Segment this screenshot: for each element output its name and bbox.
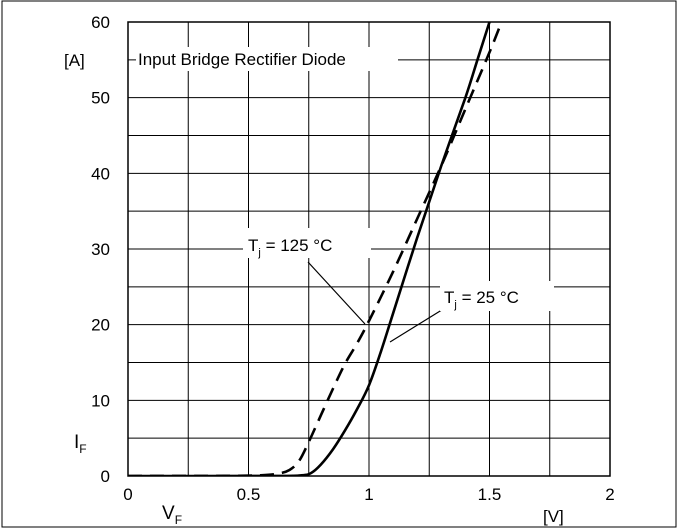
label-background-125	[243, 228, 371, 258]
y-axis-label: IF	[74, 432, 87, 456]
grid	[127, 21, 611, 477]
x-tick-label: 0.5	[237, 485, 261, 504]
series-group	[128, 22, 503, 476]
x-axis-label: VF	[162, 503, 182, 527]
series-label-125: Tj = 125 °C	[248, 236, 332, 259]
plot-frame	[127, 21, 611, 477]
x-tick-label: 1.5	[478, 485, 502, 504]
series-label-25: Tj = 25 °C	[444, 288, 519, 311]
y-tick-label: 40	[91, 164, 110, 183]
y-tick-label: 30	[91, 240, 110, 259]
series-line-tj-25	[128, 22, 491, 476]
leader-line-25	[389, 307, 446, 343]
y-tick-label: 0	[101, 467, 110, 486]
x-tick-label: 1	[364, 485, 373, 504]
label-background-25	[440, 281, 554, 311]
x-tick-label: 0	[123, 485, 132, 504]
title-background	[136, 47, 398, 71]
chart-title: Input Bridge Rectifier Diode	[138, 50, 346, 69]
y-tick-label: 20	[91, 316, 110, 335]
y-unit: [A]	[64, 51, 85, 70]
y-tick-label: 60	[91, 13, 110, 32]
x-unit: [V]	[543, 507, 564, 526]
series-line-tj-125	[128, 22, 503, 476]
y-tick-label: 50	[91, 89, 110, 108]
y-tick-label: 10	[91, 391, 110, 410]
x-tick-label: 2	[605, 485, 614, 504]
leader-line-125	[307, 261, 366, 325]
